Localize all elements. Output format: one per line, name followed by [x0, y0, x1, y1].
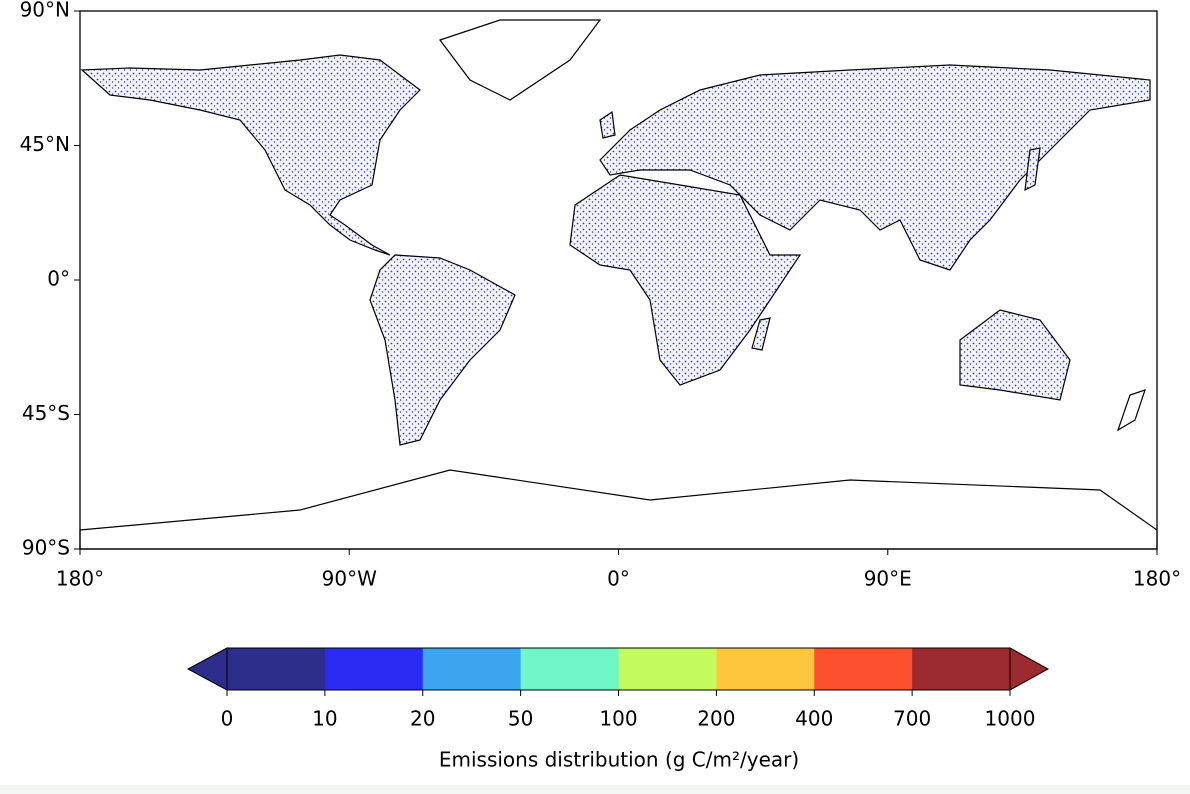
new-zealand: [1116, 389, 1146, 432]
greenland: [439, 19, 602, 101]
colorbar-bin: [227, 648, 326, 690]
continents: [79, 19, 1158, 550]
africa: [569, 174, 802, 386]
lon-label: 90°W: [322, 567, 377, 591]
colorbar-label: Emissions distribution (g C/m²/year): [439, 748, 799, 772]
colorbar-bin: [422, 648, 522, 690]
lat-label: 45°S: [22, 401, 70, 425]
colorbar-bin: [716, 648, 815, 690]
colorbar-tick-label: 0: [221, 707, 234, 731]
colorbar-extend-low: [186, 647, 228, 691]
colorbar-bin: [814, 648, 913, 690]
britain: [599, 110, 616, 139]
footer-band: [0, 785, 1190, 794]
lon-label: 0°: [607, 567, 630, 591]
colorbar-tick-label: 50: [508, 707, 533, 731]
colorbar-bin: [618, 648, 717, 690]
lon-label: 180°: [1133, 567, 1181, 591]
colorbar-tick-label: 10: [312, 707, 337, 731]
japan: [1024, 147, 1041, 192]
colorbar-tick-label: 20: [410, 707, 435, 731]
madagascar: [751, 317, 771, 351]
colorbar-tick-label: 400: [795, 707, 833, 731]
lon-label: 180°: [56, 567, 104, 591]
antarctica: [79, 469, 1158, 550]
lat-label: 90°S: [22, 536, 70, 560]
colorbar-tick-label: 200: [697, 707, 735, 731]
colorbar-extend-high: [1009, 647, 1050, 691]
colorbar-tick-label: 700: [893, 707, 931, 731]
colorbar-bin: [520, 648, 619, 690]
south-america: [369, 254, 516, 446]
lat-label: 45°N: [20, 132, 70, 156]
lat-label: 90°N: [20, 0, 70, 22]
colorbar-tick-label: 1000: [985, 707, 1036, 731]
colorbar-bin: [324, 648, 424, 690]
colorbar-tick-label: 100: [599, 707, 637, 731]
lon-label: 90°E: [864, 567, 912, 591]
lat-label: 0°: [47, 267, 70, 291]
australia: [959, 309, 1071, 401]
colorbar-bin: [912, 648, 1011, 690]
eurasia: [599, 64, 1151, 271]
north-america: [80, 54, 421, 256]
